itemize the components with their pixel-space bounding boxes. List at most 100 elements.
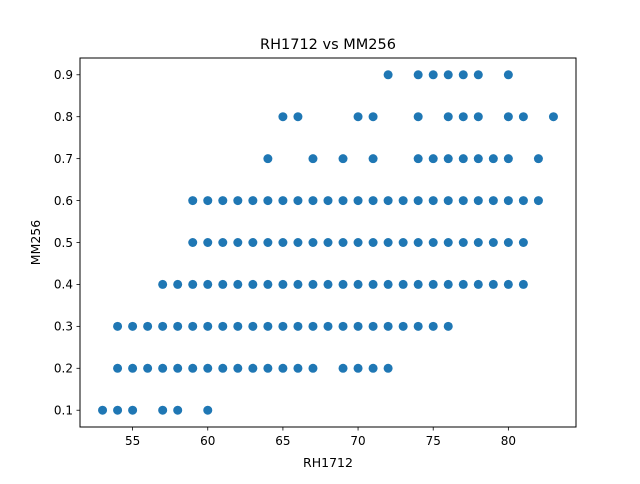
data-point xyxy=(278,238,288,247)
data-point xyxy=(143,321,153,331)
data-point xyxy=(398,238,408,247)
data-point xyxy=(293,112,303,122)
data-point xyxy=(473,196,483,206)
data-point xyxy=(278,279,288,289)
data-point xyxy=(188,238,198,247)
data-point xyxy=(248,321,258,331)
data-point xyxy=(248,238,258,247)
data-point xyxy=(503,70,513,80)
data-point xyxy=(338,363,348,373)
data-point xyxy=(518,279,528,289)
data-point xyxy=(443,154,453,164)
data-point xyxy=(263,279,273,289)
data-point xyxy=(278,363,288,373)
data-point xyxy=(473,154,483,164)
data-point xyxy=(98,405,108,415)
data-point xyxy=(308,279,318,289)
data-point xyxy=(338,238,348,247)
data-point xyxy=(458,154,468,164)
data-point xyxy=(353,363,363,373)
data-point xyxy=(353,279,363,289)
data-point xyxy=(353,112,363,122)
data-point xyxy=(368,238,378,247)
data-point xyxy=(323,238,333,247)
data-point xyxy=(308,196,318,206)
data-point xyxy=(353,196,363,206)
data-point xyxy=(488,196,498,206)
data-point xyxy=(518,238,528,247)
data-point xyxy=(233,321,243,331)
data-point xyxy=(488,279,498,289)
x-tick-label: 65 xyxy=(275,434,290,448)
data-point xyxy=(113,321,123,331)
data-point xyxy=(173,363,183,373)
x-axis-label: RH1712 xyxy=(303,455,353,470)
data-point xyxy=(263,363,273,373)
data-point xyxy=(263,154,273,164)
data-point xyxy=(488,154,498,164)
data-point xyxy=(443,321,453,331)
data-point xyxy=(293,321,303,331)
data-point xyxy=(473,238,483,247)
data-point xyxy=(443,279,453,289)
data-point xyxy=(293,279,303,289)
x-tick-label: 55 xyxy=(125,434,140,448)
data-point xyxy=(188,196,198,206)
data-point xyxy=(503,238,513,247)
data-point xyxy=(323,196,333,206)
data-point xyxy=(233,196,243,206)
data-point xyxy=(473,279,483,289)
data-point xyxy=(218,321,228,331)
data-point xyxy=(503,112,513,122)
data-point xyxy=(128,321,138,331)
data-point xyxy=(353,321,363,331)
data-point xyxy=(293,196,303,206)
data-point xyxy=(143,363,153,373)
data-point xyxy=(473,70,483,80)
data-point xyxy=(413,279,423,289)
data-point xyxy=(293,363,303,373)
x-tick-label: 70 xyxy=(350,434,365,448)
data-point xyxy=(218,196,228,206)
data-point xyxy=(428,70,438,80)
y-tick-label: 0.8 xyxy=(54,110,73,124)
data-point xyxy=(188,321,198,331)
data-point xyxy=(428,279,438,289)
data-point xyxy=(173,321,183,331)
data-point xyxy=(518,196,528,206)
data-point xyxy=(278,112,288,122)
data-point xyxy=(173,279,183,289)
data-point xyxy=(338,154,348,164)
data-point xyxy=(458,238,468,247)
data-point xyxy=(203,196,213,206)
y-tick-label: 0.6 xyxy=(54,194,73,208)
data-point xyxy=(323,321,333,331)
y-tick-label: 0.2 xyxy=(54,362,73,376)
data-point xyxy=(233,238,243,247)
y-tick-label: 0.7 xyxy=(54,152,73,166)
data-point xyxy=(368,112,378,122)
data-point xyxy=(128,363,138,373)
data-point xyxy=(278,196,288,206)
y-tick-label: 0.1 xyxy=(54,404,73,418)
data-point xyxy=(233,363,243,373)
data-point xyxy=(518,112,528,122)
data-point xyxy=(413,112,423,122)
data-point xyxy=(413,70,423,80)
data-point xyxy=(353,238,363,247)
data-point xyxy=(383,70,393,80)
data-point xyxy=(368,154,378,164)
data-point xyxy=(488,238,498,247)
data-point xyxy=(113,363,123,373)
data-point xyxy=(218,279,228,289)
data-point xyxy=(383,321,393,331)
data-point xyxy=(413,321,423,331)
data-point xyxy=(308,363,318,373)
data-point xyxy=(308,321,318,331)
data-point xyxy=(188,279,198,289)
data-point xyxy=(173,405,183,415)
x-tick-label: 80 xyxy=(501,434,516,448)
data-point xyxy=(503,196,513,206)
data-point xyxy=(158,363,168,373)
